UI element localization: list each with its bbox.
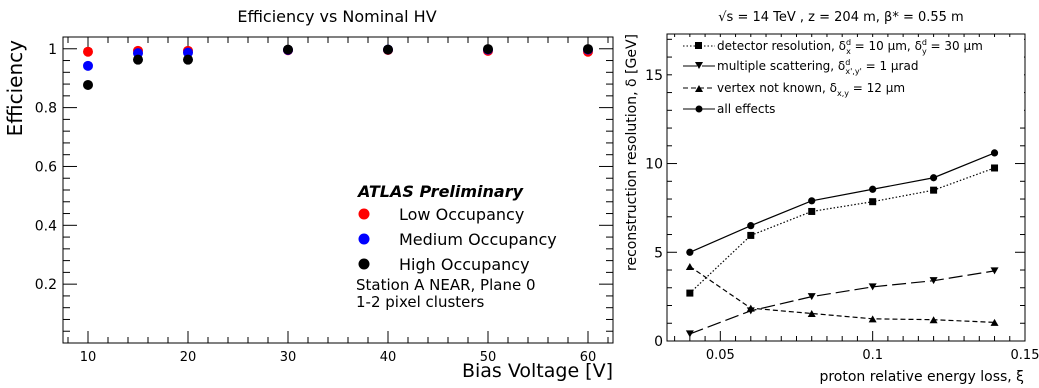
right-y-tick-label: 5 [654, 245, 663, 261]
legend-marker-low-occupancy [358, 208, 370, 220]
data-point-detector-resolution [991, 164, 999, 172]
data-point-multiple-scattering [990, 267, 999, 275]
left-plot-frame [62, 36, 614, 344]
data-point-detector-resolution [747, 231, 755, 239]
data-point-all-effects [808, 197, 816, 205]
series-line-all-effects [689, 152, 995, 253]
data-point-low-occupancy [83, 46, 93, 57]
data-point-vertex-not-known [990, 318, 999, 326]
data-point-all-effects [747, 222, 755, 230]
data-point-multiple-scattering [807, 293, 816, 301]
left-y-axis: 0.2 0.4 0.6 0.8 1 [35, 42, 613, 332]
data-point-high-occupancy [83, 79, 93, 90]
left-data-points [83, 44, 593, 90]
legend-marker-high-occupancy [358, 258, 370, 270]
data-point-high-occupancy [183, 54, 193, 65]
series-line-detector-resolution [689, 167, 995, 294]
legend-marker-all [695, 105, 703, 113]
left-y-tick-label: 0.6 [35, 159, 57, 175]
series-line-multiple-scattering [689, 270, 995, 335]
data-point-high-occupancy [283, 44, 293, 55]
right-x-tick-label: 0.05 [706, 348, 735, 363]
left-x-axis: 10 20 30 40 50 60 [67, 37, 609, 365]
data-point-medium-occupancy [183, 47, 193, 58]
legend-label-low-occupancy: Low Occupancy [399, 205, 524, 224]
atlas-preliminary-label: ATLAS Preliminary [356, 182, 524, 201]
legend-label-vertex: vertex not known, δx,y = 12 μm [717, 81, 905, 98]
left-x-tick-label: 30 [280, 350, 297, 365]
left-y-axis-label: Efficiency [3, 40, 27, 137]
annotation-clusters: 1-2 pixel clusters [356, 293, 485, 311]
data-point-vertex-not-known [868, 315, 877, 323]
legend-marker-vertex [695, 85, 703, 92]
data-point-all-effects [686, 248, 694, 256]
right-legend-box [672, 37, 1024, 122]
left-x-tick-label: 20 [180, 350, 197, 365]
data-point-multiple-scattering [685, 330, 694, 338]
legend-label-detector: detector resolution, δd x = 10 μm, δd y = … [717, 38, 983, 56]
annotation-station: Station A NEAR, Plane 0 [356, 276, 536, 294]
data-point-detector-resolution [869, 198, 877, 206]
data-point-detector-resolution [686, 289, 694, 297]
data-point-multiple-scattering [929, 277, 938, 285]
data-point-high-occupancy [133, 54, 143, 65]
legend-label-all: all effects [717, 102, 775, 116]
data-point-high-occupancy [383, 44, 393, 55]
right-x-axis-label: proton relative energy loss, ξ [819, 369, 1024, 385]
data-point-detector-resolution [930, 186, 938, 194]
data-point-all-effects [990, 149, 999, 157]
legend-label-medium-occupancy: Medium Occupancy [399, 230, 557, 249]
left-y-tick-label: 1 [48, 42, 57, 58]
left-x-tick-label: 50 [480, 350, 497, 365]
right-x-tick-label: 0.15 [1011, 348, 1039, 363]
data-point-high-occupancy [483, 44, 493, 55]
data-point-multiple-scattering [868, 283, 877, 291]
right-y-tick-label: 15 [645, 68, 663, 84]
left-x-tick-label: 10 [80, 350, 97, 365]
left-chart-title: Efficiency vs Nominal HV [237, 7, 436, 26]
legend-marker-detector [695, 42, 702, 49]
data-point-vertex-not-known [746, 304, 755, 312]
legend-marker-scattering [695, 62, 703, 69]
left-x-tick-label: 60 [580, 350, 597, 365]
left-y-tick-label: 0.4 [35, 218, 57, 234]
data-point-all-effects [929, 174, 938, 182]
right-y-tick-label: 0 [654, 334, 663, 350]
right-chart-title: √s = 14 TeV , z = 204 m, β* = 0.55 m [718, 10, 963, 25]
data-point-detector-resolution [808, 207, 816, 215]
left-x-tick-label: 40 [380, 350, 397, 365]
left-x-axis-label: Bias Voltage [V] [462, 360, 613, 382]
left-legend: ATLAS Preliminary Low Occupancy Medium O… [356, 182, 557, 311]
left-y-tick-label: 0.8 [35, 101, 57, 117]
data-point-vertex-not-known [807, 309, 816, 317]
legend-label-scattering: multiple scattering, δd x',y' = 1 μrad [717, 58, 918, 76]
resolution-chart: √s = 14 TeV , z = 204 m, β* = 0.55 m 0.0… [624, 10, 1039, 385]
right-y-axis-label: reconstruction resolution, δ [GeV] [624, 34, 640, 271]
right-legend: detector resolution, δd x = 10 μm, δd y = … [672, 37, 1024, 122]
series-line-vertex-not-known [689, 265, 995, 323]
right-x-axis: 0.05 0.1 0.15 [674, 34, 1039, 363]
right-series [685, 149, 999, 338]
data-point-high-occupancy [583, 44, 593, 55]
right-plot-frame [666, 33, 1026, 342]
right-x-tick-label: 0.1 [862, 348, 883, 363]
right-y-tick-label: 10 [645, 157, 663, 173]
legend-marker-medium-occupancy [358, 233, 370, 245]
data-point-vertex-not-known [685, 262, 694, 270]
legend-label-high-occupancy: High Occupancy [399, 255, 530, 274]
efficiency-chart: Efficiency vs Nominal HV 10 20 30 40 50 60 0.… [3, 7, 614, 382]
data-point-all-effects [869, 185, 877, 193]
data-point-vertex-not-known [929, 316, 938, 324]
data-point-medium-occupancy [83, 60, 93, 71]
left-y-tick-label: 0.2 [35, 277, 57, 293]
